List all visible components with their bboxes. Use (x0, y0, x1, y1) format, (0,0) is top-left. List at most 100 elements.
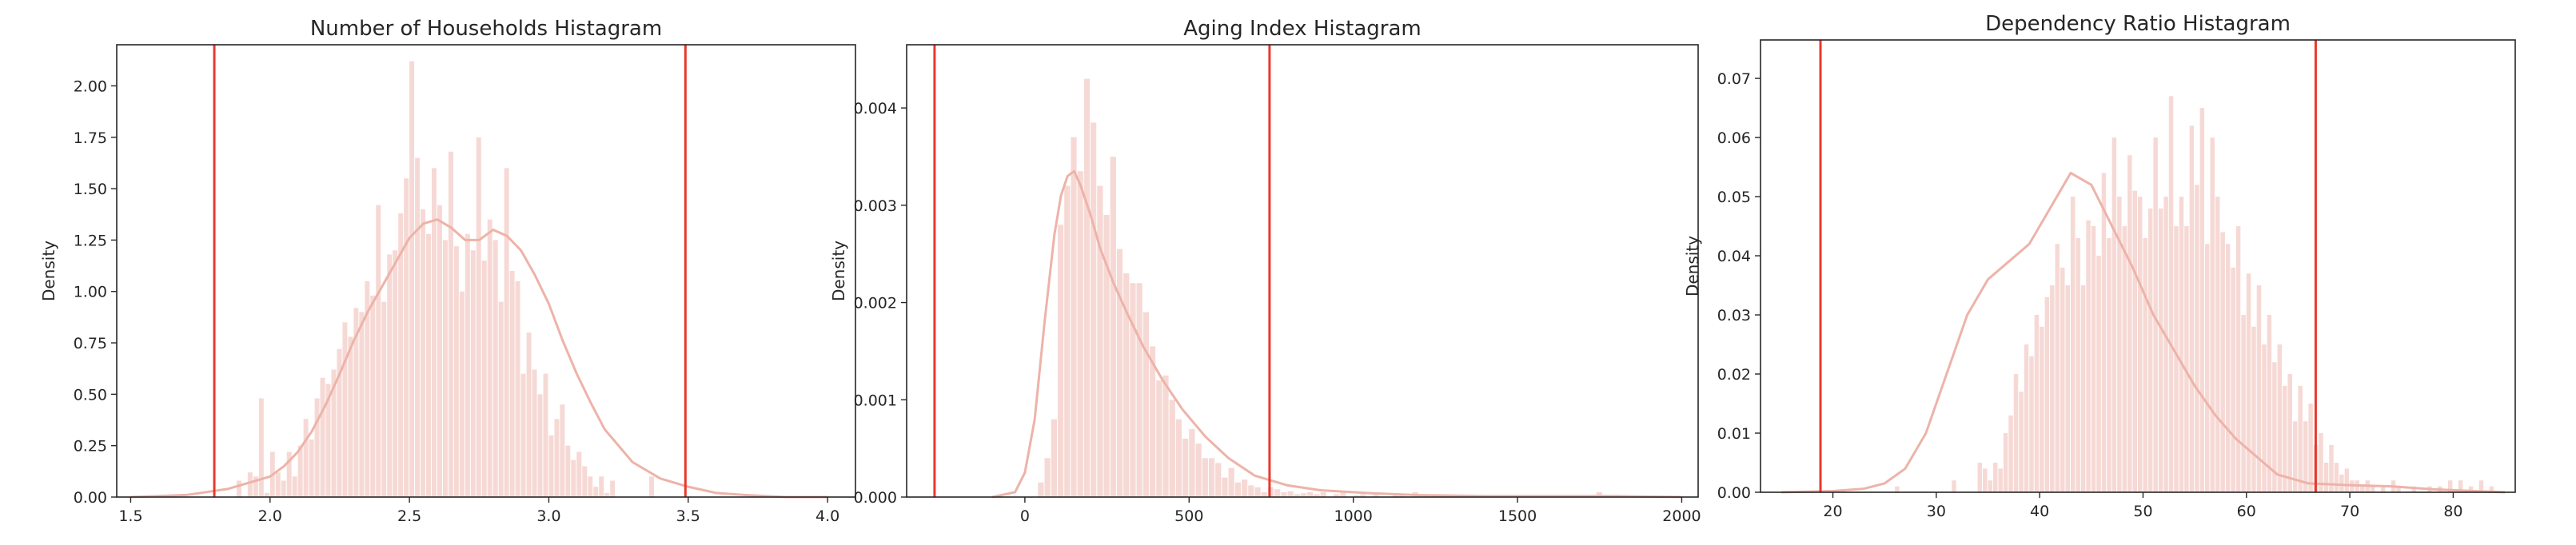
y-tick-label: 0.03 (1717, 307, 1751, 324)
histogram-bar (2050, 285, 2055, 492)
histogram-bar (2246, 273, 2251, 492)
histogram-bar (337, 348, 342, 497)
x-tick-label: 1000 (1334, 507, 1372, 525)
histogram-bar (1195, 444, 1202, 497)
histogram-bar (2195, 185, 2199, 492)
x-tick-label: 40 (2030, 503, 2049, 520)
histogram-bar (548, 435, 554, 497)
histogram-bar (1149, 346, 1156, 497)
histogram-bar (648, 476, 654, 497)
histogram-bar (509, 271, 515, 497)
histogram-bar (1208, 458, 1215, 497)
x-tick-label: 70 (2340, 503, 2359, 520)
histogram-bar (2096, 256, 2101, 492)
chart-title: Dependency Ratio Histagram (1985, 12, 2291, 36)
histogram-bar (1038, 482, 1044, 497)
histogram-bar (1202, 458, 1208, 497)
histogram-bar (1267, 487, 1274, 497)
histogram-bar (2329, 444, 2334, 492)
histogram-bar (1334, 494, 1340, 497)
histogram-bar (1596, 491, 1602, 497)
histogram-bar (2241, 315, 2246, 492)
histogram-bar (481, 261, 487, 497)
histogram-bar (1340, 491, 1346, 497)
histogram-bar (2019, 392, 2024, 492)
histogram-bar (2101, 173, 2107, 492)
histogram-bar (2447, 480, 2453, 492)
histogram-bar (2344, 468, 2350, 492)
histogram-bar (2231, 267, 2235, 492)
histogram-bar (465, 233, 470, 497)
histogram-bar (2184, 226, 2189, 492)
histogram-bar (543, 373, 548, 497)
histogram-bar (2044, 296, 2050, 492)
histogram-bar (2060, 267, 2065, 492)
histogram-bar (258, 398, 264, 497)
histogram-bar (2179, 197, 2184, 492)
histogram-bar (1254, 487, 1261, 497)
chart-panel-2: 0 500 1000 1500 2000 0.000 0.001 0.002 0.003 0.00… (829, 17, 1701, 525)
histogram-bar (2065, 285, 2070, 492)
histogram-bar (2147, 208, 2153, 492)
histogram-bar (2370, 486, 2375, 492)
histogram-bar (2262, 344, 2267, 492)
histogram-bar (1320, 491, 1326, 497)
histogram-bar (1307, 491, 1314, 497)
x-tick-label: 50 (2133, 503, 2152, 520)
histogram-bar (2287, 374, 2292, 492)
histogram-bar (2174, 226, 2179, 492)
histogram-bar (571, 459, 576, 497)
histogram-bar (365, 280, 370, 497)
y-tick-label: 1.50 (74, 181, 107, 198)
histogram-bar (1274, 489, 1281, 497)
histogram-bar (421, 209, 426, 497)
histogram-bar (409, 61, 415, 497)
histogram-bar (404, 178, 409, 498)
histogram-bar (1130, 283, 1136, 497)
y-tick-label: 1.25 (74, 232, 107, 249)
histogram-bar (1142, 312, 1149, 497)
histogram-bar (537, 394, 543, 497)
histogram-bar (1064, 185, 1071, 498)
histogram-bar (2220, 232, 2225, 492)
histogram-bar (1895, 486, 1900, 492)
kde-curve (130, 218, 828, 499)
histogram-bar (2158, 208, 2163, 492)
histogram-bar (1287, 491, 1294, 497)
x-tick-label: 1.5 (118, 507, 142, 525)
histogram-bar (2303, 421, 2308, 492)
histogram-bar (2235, 226, 2241, 492)
histogram-bar (348, 336, 353, 497)
histogram-bar (526, 332, 532, 497)
histogram-bar (1294, 494, 1300, 497)
x-tick-label: 0 (1020, 507, 1030, 525)
histogram-bar (393, 250, 398, 497)
histogram-bar (2339, 474, 2344, 492)
histogram-bar (2251, 326, 2256, 492)
histogram-bar (1103, 215, 1110, 497)
histogram-bar (1228, 467, 1234, 497)
histogram-bar (576, 452, 582, 497)
histogram-bar (2034, 315, 2040, 492)
histogram-bar (599, 476, 604, 497)
histogram-bar (476, 137, 481, 497)
histogram-bar (2024, 344, 2029, 492)
y-tick-label: 0.25 (74, 438, 107, 455)
histogram-bar (1083, 78, 1091, 498)
histogram-bar (376, 205, 381, 497)
histogram-bar (2210, 137, 2215, 492)
histogram-bar (1091, 122, 1097, 497)
histogram-bar (426, 233, 431, 497)
x-tick-label: 80 (2443, 503, 2462, 520)
histogram-bar (2323, 463, 2329, 492)
histogram-bar (292, 476, 297, 497)
histogram-bar (593, 487, 599, 497)
chart-panel-1: 1.5 2.0 2.5 3.0 3.5 4.0 0.00 0.25 0.50 0.75 1.00 1.… (39, 17, 856, 525)
chart-title: Aging Index Histagram (1183, 17, 1422, 41)
histogram-bar (387, 254, 393, 497)
kde-curve (991, 169, 1682, 499)
y-tick-label: 0.003 (854, 197, 897, 215)
y-tick-label: 0.04 (1717, 248, 1751, 265)
histogram-bar (2008, 415, 2013, 492)
